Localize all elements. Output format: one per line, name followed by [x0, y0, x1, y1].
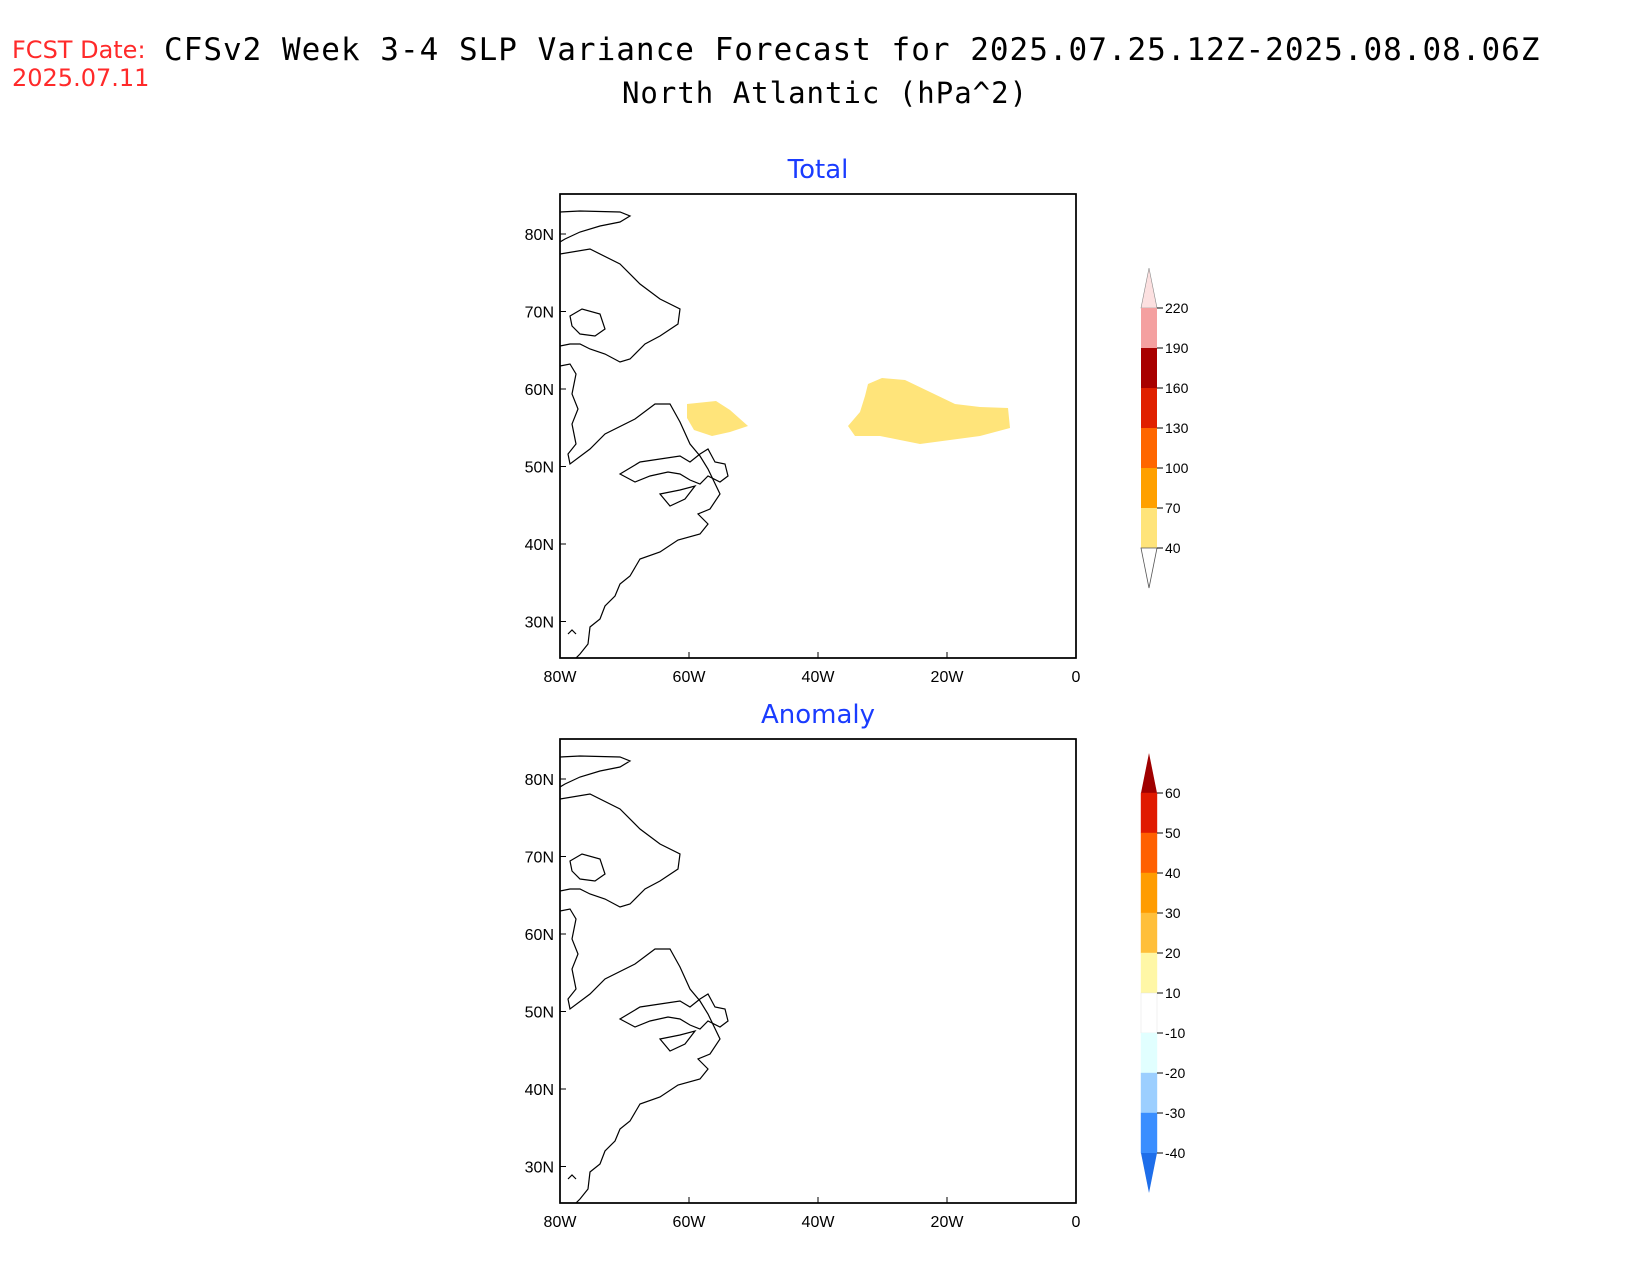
colorbar-swatch: [1141, 508, 1157, 548]
colorbar-swatch: [1140, 992, 1158, 1034]
shaded-region-central-atlantic: [848, 378, 1010, 444]
lat-tick-label: 50N: [525, 460, 554, 477]
colorbar-swatch: [1140, 1032, 1158, 1074]
colorbar-swatch: [1140, 912, 1158, 954]
map-panel-total: Total 80W 60W 40W 20W 0 80N 70N 60N 50N 40N 30N 22…: [525, 155, 1189, 686]
lat-tick-label: 30N: [525, 615, 554, 632]
lon-tick-label: 0: [1072, 669, 1081, 686]
lon-tick-label: 80W: [544, 1214, 578, 1231]
colorbar-swatch: [1141, 308, 1157, 348]
colorbar-swatch: [1140, 1072, 1158, 1114]
colorbar-swatch: [1140, 1112, 1158, 1154]
colorbar-top-triangle: [1140, 267, 1158, 309]
colorbar-label: -40: [1165, 1145, 1185, 1161]
lat-tick-label: 30N: [525, 1160, 554, 1177]
forecast-date-block: FCST Date: 2025.07.11: [12, 36, 149, 92]
lon-tick-label: 0: [1072, 1214, 1081, 1231]
forecast-date-label: FCST Date:: [12, 36, 146, 64]
map-panel-anomaly: Anomaly 80W 60W 40W 20W 080N70N60N50N40N30N …: [525, 700, 1186, 1231]
figure-subtitle: North Atlantic (hPa^2): [621, 76, 1029, 110]
colorbar-label: 50: [1165, 825, 1181, 841]
colorbar-label: 130: [1165, 420, 1189, 436]
lon-tick-label: 60W: [673, 1214, 707, 1231]
colorbar-label: -20: [1165, 1065, 1185, 1081]
colorbar-label: 100: [1165, 460, 1189, 476]
colorbar-label: 30: [1165, 905, 1181, 921]
lat-tick-label: 50N: [525, 1005, 554, 1022]
colorbar-label: 160: [1165, 380, 1189, 396]
colorbar-label: -10: [1165, 1025, 1185, 1041]
panel-title-total: Total: [787, 155, 849, 185]
lat-tick-label: 80N: [525, 227, 554, 244]
colorbar-label: -30: [1165, 1105, 1185, 1121]
colorbar-swatch: [1140, 832, 1158, 874]
colorbar-top-triangle: [1141, 753, 1157, 793]
colorbar-label: 60: [1165, 785, 1181, 801]
lat-tick-label: 40N: [525, 1082, 554, 1099]
colorbar-label: 70: [1165, 500, 1181, 516]
lat-tick-label: 70N: [525, 305, 554, 322]
colorbar-swatch: [1140, 872, 1158, 914]
lat-tick-label: 70N: [525, 850, 554, 867]
colorbar-label: 10: [1165, 985, 1181, 1001]
colorbar-label: 40: [1165, 540, 1181, 556]
shaded-region-labrador-sea: [687, 401, 748, 436]
colorbar-bottom-triangle: [1141, 1153, 1157, 1193]
lat-tick-label: 80N: [525, 772, 554, 789]
colorbar-swatch: [1141, 428, 1157, 468]
colorbar-swatch: [1141, 348, 1157, 388]
lon-tick-label: 60W: [673, 669, 707, 686]
colorbar-bottom-triangle: [1140, 547, 1158, 589]
lon-tick-label: 40W: [802, 1214, 836, 1231]
colorbar-swatch: [1140, 792, 1158, 834]
colorbar-label: 40: [1165, 865, 1181, 881]
lon-tick-label: 20W: [931, 1214, 965, 1231]
panel-title-anomaly: Anomaly: [761, 700, 875, 730]
lon-tick-label: 40W: [802, 669, 836, 686]
figure-title: CFSv2 Week 3-4 SLP Variance Forecast for…: [164, 32, 1541, 68]
lat-tick-label: 40N: [525, 537, 554, 554]
colorbar-label: 190: [1165, 340, 1189, 356]
lon-tick-label: 20W: [931, 669, 965, 686]
colorbar-swatch: [1141, 468, 1157, 508]
lat-tick-label: 60N: [525, 927, 554, 944]
lat-tick-label: 60N: [525, 382, 554, 399]
lon-tick-label: 80W: [544, 669, 578, 686]
colorbar-swatch: [1141, 388, 1157, 428]
forecast-date: 2025.07.11: [12, 64, 150, 92]
colorbar-swatch: [1140, 952, 1158, 994]
map-frame-anomaly: [559, 738, 1077, 1204]
colorbar-label: 20: [1165, 945, 1181, 961]
colorbar-label: 220: [1165, 300, 1189, 316]
